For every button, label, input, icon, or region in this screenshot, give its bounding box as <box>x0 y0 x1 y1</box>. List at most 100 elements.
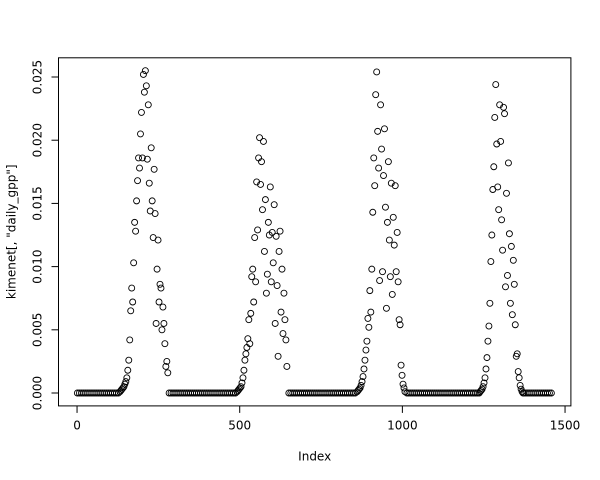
point <box>483 354 491 362</box>
point <box>498 216 506 224</box>
point <box>260 247 268 255</box>
point <box>259 206 266 214</box>
point <box>261 196 269 204</box>
point <box>368 265 376 273</box>
x-tick-label: 0 <box>73 418 81 432</box>
point <box>504 272 511 279</box>
point <box>382 304 390 312</box>
point <box>153 265 161 273</box>
point <box>135 154 142 162</box>
x-tick-label: 1500 <box>550 418 581 432</box>
point <box>398 371 406 379</box>
point <box>237 383 245 391</box>
x-tick-label: 1000 <box>387 418 418 432</box>
point <box>252 278 260 286</box>
point <box>367 308 375 316</box>
point <box>282 336 290 344</box>
point <box>381 125 388 133</box>
point <box>263 270 271 278</box>
point <box>484 337 492 345</box>
point <box>155 298 163 306</box>
point <box>250 298 258 306</box>
point <box>505 230 513 238</box>
point <box>497 138 505 145</box>
point <box>514 368 522 375</box>
point <box>238 379 246 387</box>
point <box>139 71 147 78</box>
point <box>482 365 490 373</box>
point <box>129 298 137 306</box>
point <box>266 183 274 191</box>
point <box>239 374 247 382</box>
point <box>278 265 286 273</box>
point <box>132 227 140 235</box>
point <box>362 346 370 354</box>
point <box>378 145 386 153</box>
point <box>247 309 255 317</box>
point <box>242 350 250 358</box>
point <box>385 236 393 244</box>
point <box>393 229 401 236</box>
point <box>147 144 155 152</box>
point <box>130 259 138 267</box>
point <box>506 299 514 307</box>
point <box>382 203 389 211</box>
point <box>486 299 494 307</box>
point <box>279 330 287 338</box>
point <box>154 236 162 244</box>
point <box>277 308 285 316</box>
point <box>396 321 404 329</box>
point <box>363 337 371 345</box>
y-tick-label: 0.020 <box>31 123 45 157</box>
point <box>492 81 500 89</box>
y-tick-label: 0.015 <box>31 186 45 220</box>
point <box>373 68 381 76</box>
point <box>504 159 512 167</box>
point <box>384 158 392 166</box>
point <box>488 231 496 239</box>
point <box>389 213 397 221</box>
point <box>159 303 167 311</box>
point <box>397 361 405 369</box>
point <box>248 273 256 281</box>
point <box>370 154 378 162</box>
point <box>377 101 385 109</box>
point <box>501 110 508 118</box>
point <box>516 381 524 389</box>
point <box>151 210 159 217</box>
point <box>499 246 507 254</box>
point <box>395 316 403 324</box>
point <box>142 82 150 90</box>
x-tick-label: 500 <box>228 418 251 432</box>
point <box>479 383 487 391</box>
point <box>383 218 391 226</box>
point <box>515 374 523 382</box>
point <box>161 340 169 348</box>
point <box>374 127 382 135</box>
point <box>275 247 283 255</box>
point <box>276 227 284 235</box>
point <box>481 374 489 382</box>
point <box>365 323 373 331</box>
point <box>510 280 518 288</box>
point <box>386 273 394 281</box>
point <box>380 172 387 180</box>
point <box>280 289 288 297</box>
point <box>400 384 408 392</box>
point <box>128 284 136 292</box>
point <box>258 158 265 166</box>
point <box>366 287 374 295</box>
point <box>150 165 158 173</box>
point <box>141 67 149 75</box>
point <box>359 373 367 381</box>
point <box>268 229 276 236</box>
point <box>390 241 398 249</box>
point <box>162 363 170 370</box>
point <box>358 378 366 386</box>
point <box>547 389 555 397</box>
point <box>144 101 152 109</box>
point <box>123 374 131 382</box>
point <box>257 181 264 188</box>
